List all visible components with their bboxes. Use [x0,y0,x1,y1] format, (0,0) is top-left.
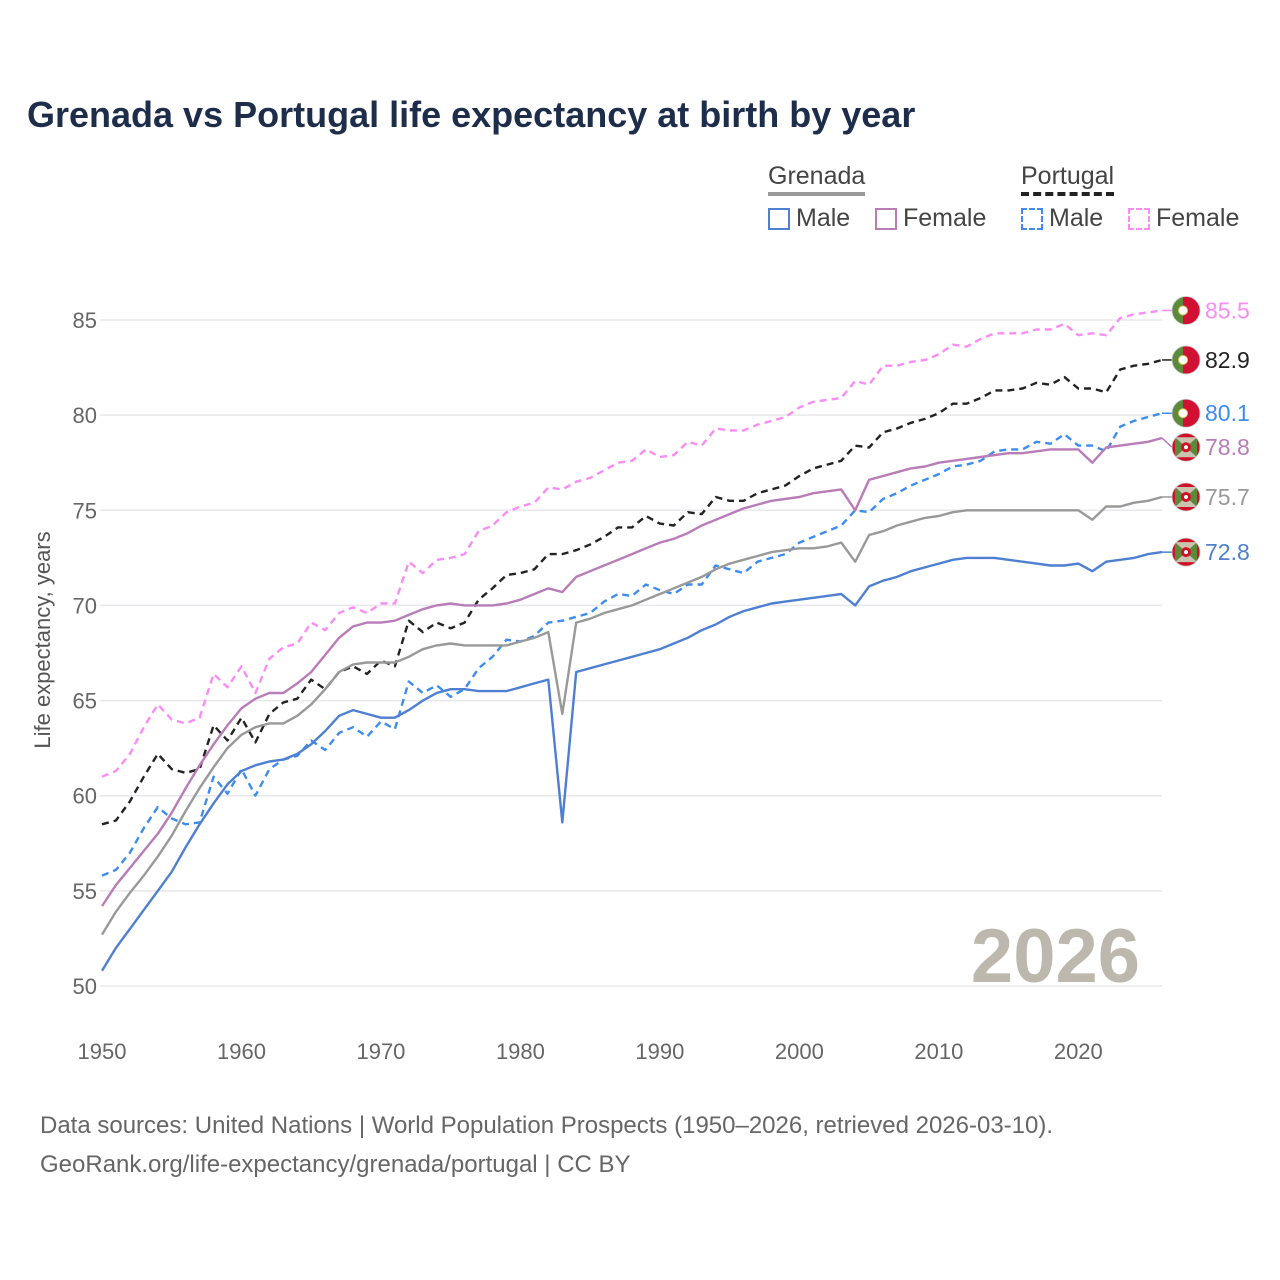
grenada-flag-icon [1171,482,1201,512]
portugal-flag-icon [1171,345,1201,375]
x-tick-label: 2020 [1054,1039,1103,1064]
legend-item-portugal-female[interactable]: Female [1128,204,1239,233]
line-chart: 50 55 60 65 70 75 80 85 1950 1960 1970 1980 1990 2000… [30,296,1250,1064]
legend-item-portugal-male[interactable]: Male [1021,204,1103,233]
series-line-grenada [100,495,1163,936]
series-line-portugal [101,358,1163,826]
end-value-label: 75.7 [1205,484,1250,510]
y-tick-label: 50 [73,974,97,999]
y-axis-label: Life expectancy, years [30,531,55,748]
y-tick-label: 70 [73,593,97,618]
legend-swatch [1128,207,1150,230]
series-line-portugal-female [101,309,1163,778]
y-tick-label: 80 [73,403,97,428]
x-tick-label: 1990 [635,1039,684,1064]
chart-title: Grenada vs Portugal life expectancy at b… [27,94,916,135]
end-value-label: 82.9 [1205,347,1250,373]
end-value-label: 78.8 [1205,434,1250,460]
legend-swatch [875,207,897,230]
series-line-grenada-male [100,550,1163,972]
legend-label: Female [1156,204,1240,232]
year-watermark: 2026 [971,914,1140,999]
x-tick-label: 1980 [496,1039,545,1064]
y-tick-label: 60 [73,784,97,809]
y-tick-label: 75 [73,498,97,523]
footer: Data sources: United Nations | World Pop… [40,1106,1053,1184]
legend-item-grenada-male[interactable]: Male [768,204,850,233]
x-tick-label: 1960 [217,1039,266,1064]
legend-item-grenada-female[interactable]: Female [875,204,986,233]
legend-label: Male [796,204,851,232]
legend-group-grenada: Grenada [768,162,866,196]
end-connector [1161,437,1173,448]
y-tick-label: 65 [73,689,97,714]
series-line-portugal-male [101,412,1163,877]
grenada-flag-icon [1171,537,1201,567]
y-tick-label: 55 [73,879,97,904]
x-tick-label: 2010 [914,1039,963,1064]
x-tick-label: 1970 [356,1039,405,1064]
grenada-flag-icon [1171,432,1201,462]
x-tick-label: 2000 [775,1039,824,1064]
legend-label: Female [903,204,987,232]
legend-label: Male [1049,204,1104,232]
end-value-label: 72.8 [1205,539,1250,565]
legend-swatch [1021,207,1043,230]
portugal-flag-icon [1171,296,1201,325]
series-line-grenada-female [100,436,1163,907]
end-value-label: 80.1 [1205,400,1250,426]
x-tick-label: 1950 [78,1039,127,1064]
legend-swatch [768,207,790,230]
footer-sources: Data sources: United Nations | World Pop… [40,1112,1054,1139]
end-value-label: 85.5 [1205,297,1250,323]
legend-group-portugal: Portugal [1021,162,1115,196]
portugal-flag-icon [1171,398,1201,428]
y-tick-label: 85 [73,308,97,333]
footer-url: GeoRank.org/life-expectancy/grenada/port… [40,1151,631,1178]
